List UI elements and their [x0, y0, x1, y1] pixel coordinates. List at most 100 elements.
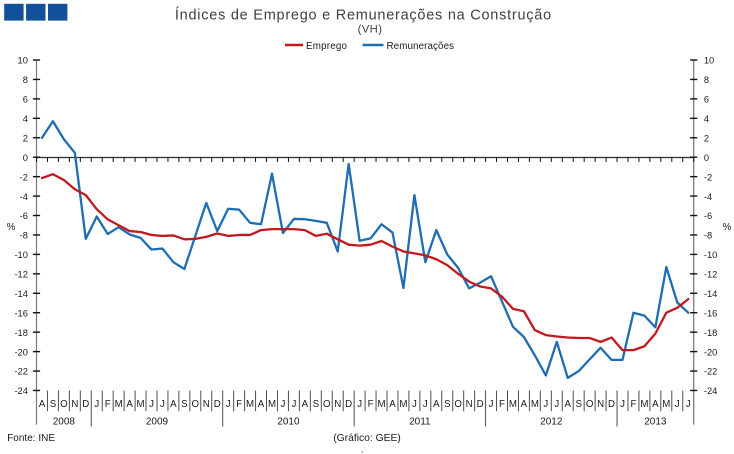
svg-text:F: F	[105, 399, 111, 410]
svg-text:-16: -16	[704, 308, 717, 318]
svg-text:O: O	[192, 399, 200, 410]
svg-text:Emprego: Emprego	[306, 41, 348, 52]
svg-text:N: N	[71, 399, 78, 410]
svg-text:2: 2	[704, 134, 709, 144]
svg-text:J: J	[357, 399, 362, 410]
svg-text:-18: -18	[14, 328, 27, 338]
svg-text:2008: 2008	[53, 416, 76, 427]
svg-text:N: N	[334, 399, 341, 410]
svg-text:M: M	[246, 399, 254, 410]
svg-text:-12: -12	[704, 270, 717, 280]
svg-text:A: A	[652, 399, 659, 410]
svg-text:D: D	[214, 399, 221, 410]
svg-text:A: A	[521, 399, 528, 410]
svg-text:2013: 2013	[644, 416, 667, 427]
svg-text:J: J	[412, 399, 417, 410]
svg-text:A: A	[258, 399, 265, 410]
svg-text:J: J	[489, 399, 494, 410]
svg-text:M: M	[662, 399, 670, 410]
svg-text:M: M	[640, 399, 648, 410]
svg-text:(Gráfico: GEE): (Gráfico: GEE)	[333, 433, 401, 444]
svg-text:Fonte: INE: Fonte: INE	[7, 433, 55, 444]
svg-text:M: M	[268, 399, 276, 410]
svg-text:F: F	[368, 399, 374, 410]
svg-text:.: .	[361, 445, 364, 454]
svg-text:D: D	[477, 399, 484, 410]
svg-text:8: 8	[23, 75, 28, 85]
svg-text:10: 10	[704, 56, 714, 66]
svg-text:S: S	[181, 399, 188, 410]
svg-text:-10: -10	[704, 250, 717, 260]
svg-text:-4: -4	[20, 192, 28, 202]
svg-text:N: N	[203, 399, 210, 410]
svg-text:S: S	[50, 399, 57, 410]
svg-text:O: O	[586, 399, 594, 410]
svg-text:(VH): (VH)	[358, 23, 383, 35]
svg-text:J: J	[291, 399, 296, 410]
svg-text:J: J	[160, 399, 165, 410]
svg-text:-22: -22	[704, 367, 717, 377]
svg-text:J: J	[675, 399, 680, 410]
svg-text:4: 4	[23, 114, 28, 124]
svg-text:N: N	[466, 399, 473, 410]
svg-text:A: A	[389, 399, 396, 410]
svg-text:%: %	[723, 222, 732, 233]
svg-text:-16: -16	[14, 308, 27, 318]
svg-text:-2: -2	[20, 172, 28, 182]
svg-text:J: J	[226, 399, 231, 410]
svg-text:M: M	[531, 399, 539, 410]
svg-text:M: M	[137, 399, 145, 410]
svg-text:D: D	[608, 399, 615, 410]
svg-text:2: 2	[23, 134, 28, 144]
svg-text:-8: -8	[20, 231, 28, 241]
svg-text:10: 10	[18, 56, 28, 66]
svg-text:M: M	[115, 399, 123, 410]
svg-text:2009: 2009	[146, 416, 169, 427]
svg-text:6: 6	[704, 95, 709, 105]
svg-text:-24: -24	[14, 386, 27, 396]
svg-text:J: J	[94, 399, 99, 410]
svg-text:J: J	[281, 399, 286, 410]
svg-text:A: A	[126, 399, 133, 410]
svg-text:2011: 2011	[409, 416, 431, 427]
svg-text:S: S	[444, 399, 451, 410]
svg-text:0: 0	[23, 153, 28, 163]
svg-text:-20: -20	[14, 347, 27, 357]
svg-text:S: S	[575, 399, 582, 410]
svg-text:-2: -2	[704, 172, 712, 182]
svg-text:-12: -12	[14, 270, 27, 280]
svg-text:Remunerações: Remunerações	[387, 41, 455, 52]
svg-text:A: A	[433, 399, 440, 410]
svg-text:J: J	[620, 399, 625, 410]
svg-text:F: F	[630, 399, 636, 410]
svg-text:8: 8	[704, 75, 709, 85]
svg-text:J: J	[149, 399, 154, 410]
svg-text:A: A	[565, 399, 572, 410]
svg-text:A: A	[170, 399, 177, 410]
svg-text:F: F	[499, 399, 505, 410]
svg-text:A: A	[39, 399, 46, 410]
svg-text:M: M	[509, 399, 517, 410]
svg-text:A: A	[302, 399, 309, 410]
svg-text:-24: -24	[704, 386, 717, 396]
svg-text:J: J	[423, 399, 428, 410]
svg-text:6: 6	[23, 95, 28, 105]
svg-text:M: M	[377, 399, 385, 410]
svg-text:N: N	[597, 399, 604, 410]
svg-text:-6: -6	[704, 211, 712, 221]
svg-text:-4: -4	[704, 192, 712, 202]
svg-text:-20: -20	[704, 347, 717, 357]
svg-text:4: 4	[704, 114, 709, 124]
svg-text:M: M	[399, 399, 407, 410]
svg-text:-10: -10	[14, 250, 27, 260]
svg-text:-14: -14	[14, 289, 27, 299]
svg-text:F: F	[236, 399, 242, 410]
svg-text:-22: -22	[14, 367, 27, 377]
svg-text:O: O	[454, 399, 462, 410]
svg-text:Índices de Emprego e Remunera: Índices de Emprego e Remunerações na Con…	[175, 6, 552, 23]
svg-text:-8: -8	[704, 231, 712, 241]
svg-text:O: O	[60, 399, 68, 410]
svg-text:-18: -18	[704, 328, 717, 338]
svg-text:O: O	[323, 399, 331, 410]
svg-text:S: S	[313, 399, 320, 410]
